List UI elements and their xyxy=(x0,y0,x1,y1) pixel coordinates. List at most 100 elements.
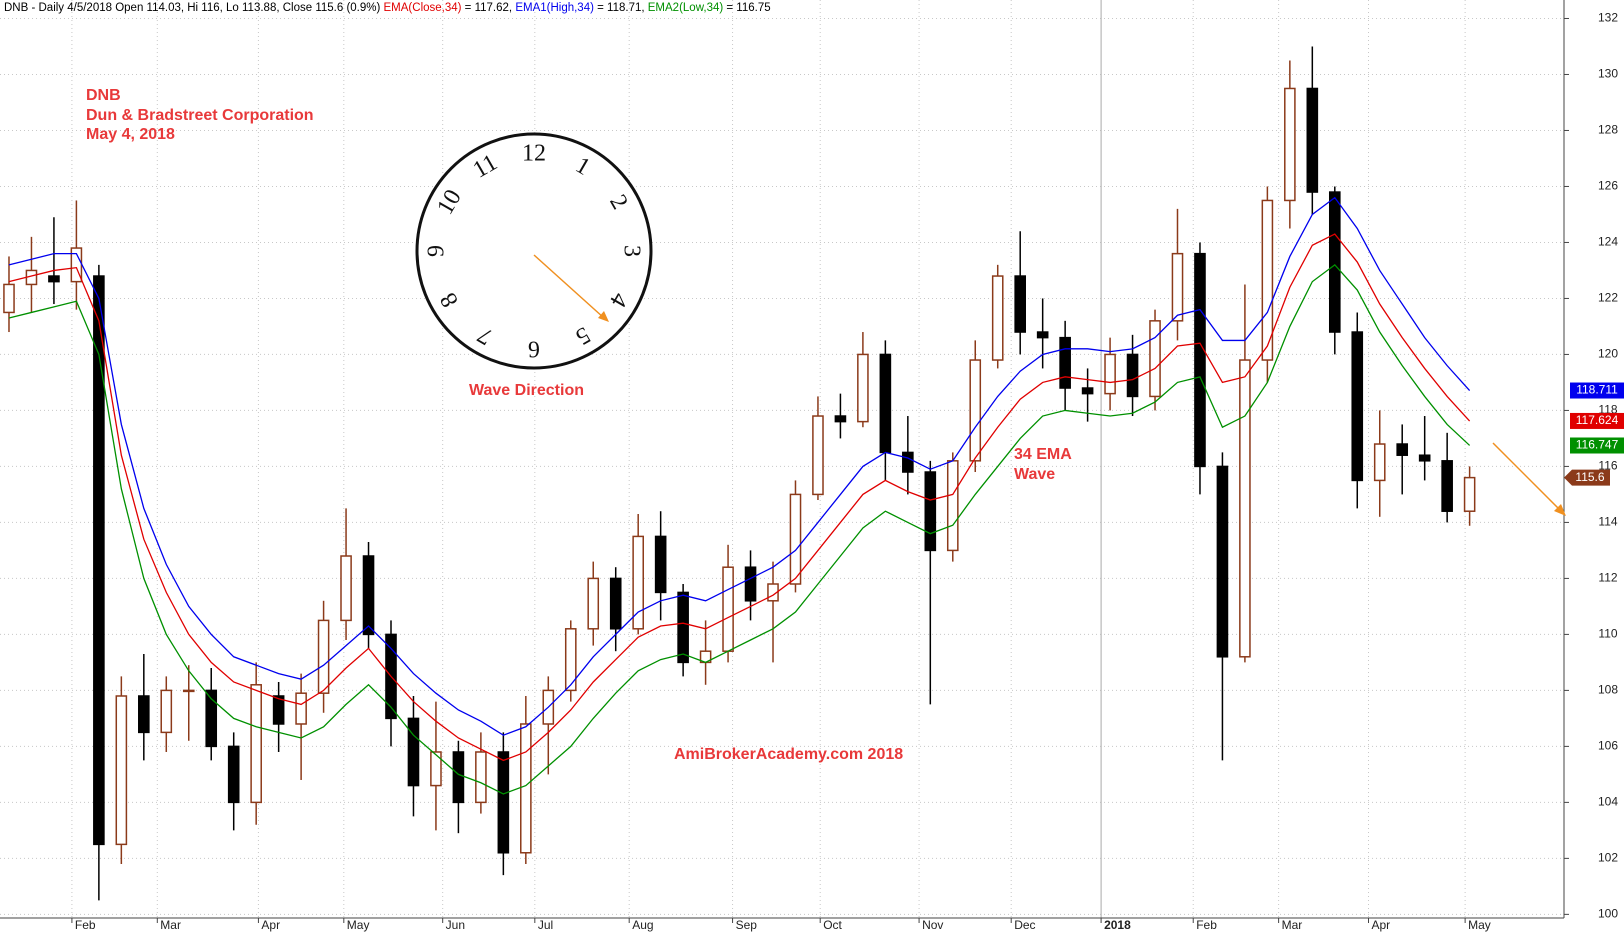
y-tick-label: 132 xyxy=(1598,11,1618,25)
candle-body xyxy=(767,583,779,602)
clock-number: 12 xyxy=(522,141,546,167)
direction-arrow xyxy=(1492,442,1561,511)
value-badge-label: 117.624 xyxy=(1576,413,1619,427)
candle-body xyxy=(138,695,150,734)
close-badge-label: 115.6 xyxy=(1575,470,1604,484)
candle-body xyxy=(834,415,847,423)
annotation: DNB xyxy=(86,87,121,104)
candle-body xyxy=(317,619,330,694)
candle-body xyxy=(1104,353,1116,395)
candle-body xyxy=(362,555,375,636)
candle-body xyxy=(1261,199,1274,361)
candle-body xyxy=(632,535,644,630)
candle-body xyxy=(1059,336,1071,389)
header: DNB - Daily 4/5/2018 Open 114.03, Hi 116… xyxy=(4,2,771,14)
y-tick-label: 104 xyxy=(1598,795,1618,809)
candle-body xyxy=(902,451,914,473)
plot xyxy=(3,46,1476,901)
annotations: DNB Dun & Bradstreet Corporation May 4, 20… xyxy=(86,87,1072,763)
candle-body xyxy=(1284,87,1296,202)
candle-body xyxy=(1441,460,1453,512)
annotation: 34 EMA xyxy=(1014,446,1072,463)
candle-body xyxy=(879,353,892,454)
candle-body xyxy=(744,566,757,602)
x-tick-label: Jun xyxy=(446,918,465,932)
x-tick-label: Mar xyxy=(1282,918,1303,932)
candle-body xyxy=(295,692,307,725)
header-part: DNB - Daily 4/5/2018 Open 114.03, Hi 116… xyxy=(4,2,384,14)
annotation: Wave Direction xyxy=(469,382,584,399)
x-tick-label: Oct xyxy=(823,918,842,932)
candle-body xyxy=(407,717,420,787)
header-part: EMA2(Low,34) xyxy=(648,2,724,14)
x-tick-label: May xyxy=(1468,918,1491,932)
candle-body xyxy=(857,353,869,423)
candle-body xyxy=(789,493,802,585)
x-tick-label: Jul xyxy=(538,918,553,932)
candle-body xyxy=(812,415,824,496)
clock-hand xyxy=(533,254,605,319)
x-tick-label: 2018 xyxy=(1104,918,1131,932)
x-tick-label: Apr xyxy=(1372,918,1391,932)
candle-body xyxy=(115,695,128,846)
candle-body xyxy=(1149,320,1161,398)
y-tick-label: 114 xyxy=(1598,515,1617,529)
y-tick-label: 116 xyxy=(1598,459,1617,473)
candle-body xyxy=(1036,331,1049,339)
clock-number: 6 xyxy=(528,335,540,361)
y-tick-label: 112 xyxy=(1598,571,1617,585)
clock-face xyxy=(415,132,653,370)
candle-body xyxy=(1216,465,1229,658)
candle-body xyxy=(1306,87,1319,193)
candle-body xyxy=(430,751,442,787)
close-badge xyxy=(1564,469,1610,486)
candle-body xyxy=(1328,191,1341,333)
candle-body xyxy=(1194,252,1206,468)
candle-body xyxy=(1373,443,1386,482)
candle-body xyxy=(1418,454,1431,462)
candle-body xyxy=(1126,353,1139,398)
candle-body xyxy=(1239,359,1251,658)
candle-body xyxy=(93,275,105,846)
arrow-head xyxy=(1554,504,1566,516)
clock-number: 9 xyxy=(424,245,450,257)
candle-body xyxy=(677,591,689,664)
candle-body xyxy=(182,689,195,693)
candle-body xyxy=(722,566,734,652)
clock-number: 3 xyxy=(618,245,644,257)
candle-body xyxy=(3,283,15,314)
x-tick-label: Apr xyxy=(261,918,280,932)
candle-body xyxy=(497,751,510,854)
x-tick-label: Feb xyxy=(75,918,96,932)
x-tick-label: Nov xyxy=(922,918,943,932)
candle-body xyxy=(924,471,937,552)
x-tick-label: Aug xyxy=(632,918,653,932)
value-badge xyxy=(1570,382,1624,399)
value-badge xyxy=(1570,412,1624,429)
y-tick-label: 124 xyxy=(1598,235,1618,249)
annotation: Dun & Bradstreet Corporation xyxy=(86,107,314,124)
ema-line xyxy=(8,196,1471,736)
x-tick-label: Dec xyxy=(1014,918,1035,932)
candle-body xyxy=(1171,252,1184,322)
candle-body xyxy=(609,577,622,630)
header-part: EMA(Close,34) xyxy=(384,2,462,14)
y-tick-label: 106 xyxy=(1598,739,1618,753)
header-part: = 117.62, xyxy=(461,2,515,14)
annotation: May 4, 2018 xyxy=(86,126,175,143)
candle-body xyxy=(340,555,352,622)
y-tick-label: 122 xyxy=(1598,291,1618,305)
candle-body xyxy=(1463,476,1476,512)
x-tick-label: Sep xyxy=(736,918,758,932)
value-badge-label: 116.747 xyxy=(1576,438,1619,452)
candle-body xyxy=(272,695,285,725)
arrow-head xyxy=(598,311,609,322)
candle-body xyxy=(1396,443,1409,456)
candle-body xyxy=(991,275,1004,361)
ema-line xyxy=(8,233,1471,762)
y-tick-label: 110 xyxy=(1598,627,1617,641)
candle-body xyxy=(946,460,959,552)
header-part: = 118.71, xyxy=(594,2,648,14)
y-tick-label: 120 xyxy=(1598,347,1618,361)
